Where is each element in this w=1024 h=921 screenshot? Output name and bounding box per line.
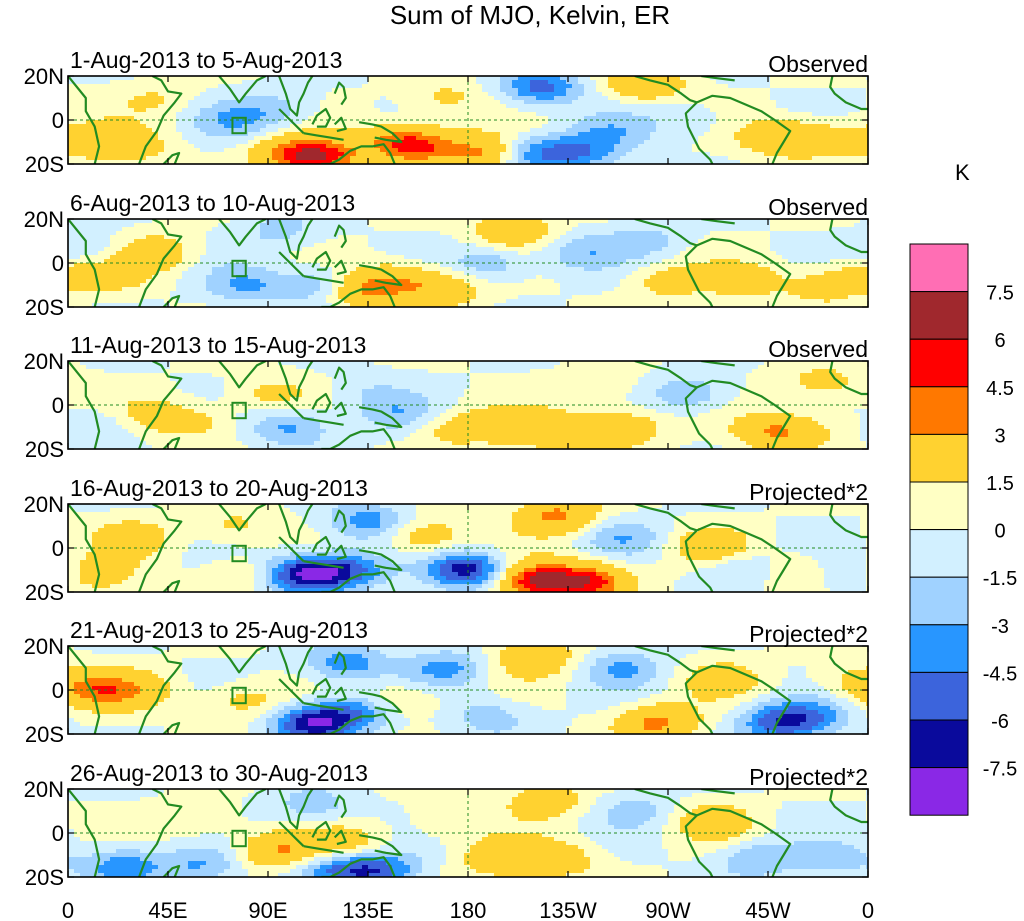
- colorbar-swatch: [909, 529, 969, 578]
- colorbar-tick-label: -7.5: [983, 759, 1017, 781]
- colorbar-units-label: K: [955, 160, 970, 185]
- y-tick-label: 20N: [24, 634, 64, 659]
- anomaly-field: [68, 504, 868, 592]
- colorbar-swatch: [909, 767, 969, 816]
- panel-date-range: 26-Aug-2013 to 30-Aug-2013: [70, 760, 368, 786]
- x-tick-label: 135W: [539, 898, 597, 921]
- panel-date-range: 11-Aug-2013 to 15-Aug-2013: [70, 332, 366, 358]
- anomaly-field: [68, 646, 868, 734]
- y-tick-label: 0: [52, 251, 64, 276]
- colorbar-swatch: [909, 624, 969, 673]
- colorbar-swatch: [909, 576, 969, 626]
- y-tick-label: 20S: [25, 865, 64, 890]
- colorbar-tick-label: -1.5: [983, 568, 1017, 590]
- x-tick-label: 45W: [745, 898, 790, 921]
- colorbar-tick-label: -6: [991, 711, 1009, 733]
- panel-date-range: 6-Aug-2013 to 10-Aug-2013: [70, 190, 355, 216]
- y-tick-label: 0: [52, 393, 64, 418]
- colorbar-swatch: [909, 433, 969, 483]
- y-tick-label: 20S: [25, 437, 64, 462]
- page-title: Sum of MJO, Kelvin, ER: [389, 0, 671, 30]
- panel-date-range: 16-Aug-2013 to 20-Aug-2013: [70, 475, 368, 501]
- map-panel: 20N 0 20S 11-Aug-2013 to 15-Aug-2013 Observe…: [24, 332, 869, 462]
- y-tick-label: 20N: [24, 207, 64, 232]
- anomaly-field: [68, 219, 868, 307]
- x-tick-label: 45E: [148, 898, 187, 921]
- coastlines: [68, 504, 868, 592]
- panel-source-label: Observed: [768, 51, 868, 77]
- y-tick-label: 20N: [24, 492, 64, 517]
- colorbar-tick-label: 4.5: [986, 378, 1014, 400]
- colorbar-swatch: [909, 719, 969, 769]
- y-tick-label: 20S: [25, 152, 64, 177]
- y-tick-label: 0: [52, 536, 64, 561]
- y-tick-label: 20S: [25, 580, 64, 605]
- coastlines: [68, 789, 868, 877]
- x-tick-label: 0: [62, 898, 74, 921]
- panel-date-range: 21-Aug-2013 to 25-Aug-2013: [70, 617, 368, 643]
- x-tick-label: 0: [862, 898, 874, 921]
- colorbar-swatch: [909, 291, 969, 340]
- y-tick-label: 0: [52, 821, 64, 846]
- map-panel: 20N 0 20S 21-Aug-2013 to 25-Aug-2013 Project…: [24, 617, 869, 747]
- colorbar-swatch: [909, 243, 969, 293]
- x-tick-label: 135E: [342, 898, 393, 921]
- y-tick-label: 20N: [24, 349, 64, 374]
- colorbar-swatch: [909, 671, 969, 721]
- y-tick-label: 0: [52, 678, 64, 703]
- colorbar-swatch: [909, 386, 969, 435]
- map-panel: 20N 0 20S 16-Aug-2013 to 20-Aug-2013 Project…: [24, 475, 869, 605]
- anomaly-field: [68, 361, 868, 449]
- x-tick-label: 180: [450, 898, 487, 921]
- panel-date-range: 1-Aug-2013 to 5-Aug-2013: [70, 47, 342, 73]
- panel-source-label: Observed: [768, 336, 868, 362]
- colorbar-swatch: [909, 481, 969, 531]
- map-panel: 20N 0 20S 6-Aug-2013 to 10-Aug-2013 Observed: [24, 190, 869, 320]
- panel-source-label: Projected*2: [749, 764, 868, 790]
- colorbar-tick-label: 3: [994, 425, 1005, 447]
- panel-source-label: Projected*2: [749, 621, 868, 647]
- anomaly-field: [68, 76, 868, 164]
- coastlines: [68, 646, 868, 734]
- map-panel: 20N 0 20S 26-Aug-2013 to 30-Aug-2013 Project…: [24, 760, 869, 890]
- panel-source-label: Projected*2: [749, 479, 868, 505]
- y-tick-label: 20N: [24, 777, 64, 802]
- panel-source-label: Observed: [768, 194, 868, 220]
- y-tick-label: 20S: [25, 295, 64, 320]
- x-tick-label: 90E: [248, 898, 287, 921]
- colorbar-tick-label: 0: [994, 521, 1005, 543]
- colorbar-swatch: [909, 338, 969, 388]
- coastlines: [68, 76, 868, 164]
- y-tick-label: 20S: [25, 722, 64, 747]
- y-tick-label: 0: [52, 108, 64, 133]
- y-tick-label: 20N: [24, 64, 64, 89]
- colorbar-tick-label: 6: [994, 330, 1005, 352]
- coastlines: [68, 361, 868, 449]
- colorbar-tick-label: 7.5: [986, 283, 1014, 305]
- anomaly-field: [68, 789, 868, 877]
- colorbar-tick-label: -3: [991, 616, 1009, 638]
- colorbar-tick-label: 1.5: [986, 473, 1014, 495]
- colorbar-tick-label: -4.5: [983, 663, 1017, 685]
- x-tick-label: 90W: [645, 898, 690, 921]
- map-panel: 20N 0 20S 1-Aug-2013 to 5-Aug-2013 Observed: [24, 47, 869, 177]
